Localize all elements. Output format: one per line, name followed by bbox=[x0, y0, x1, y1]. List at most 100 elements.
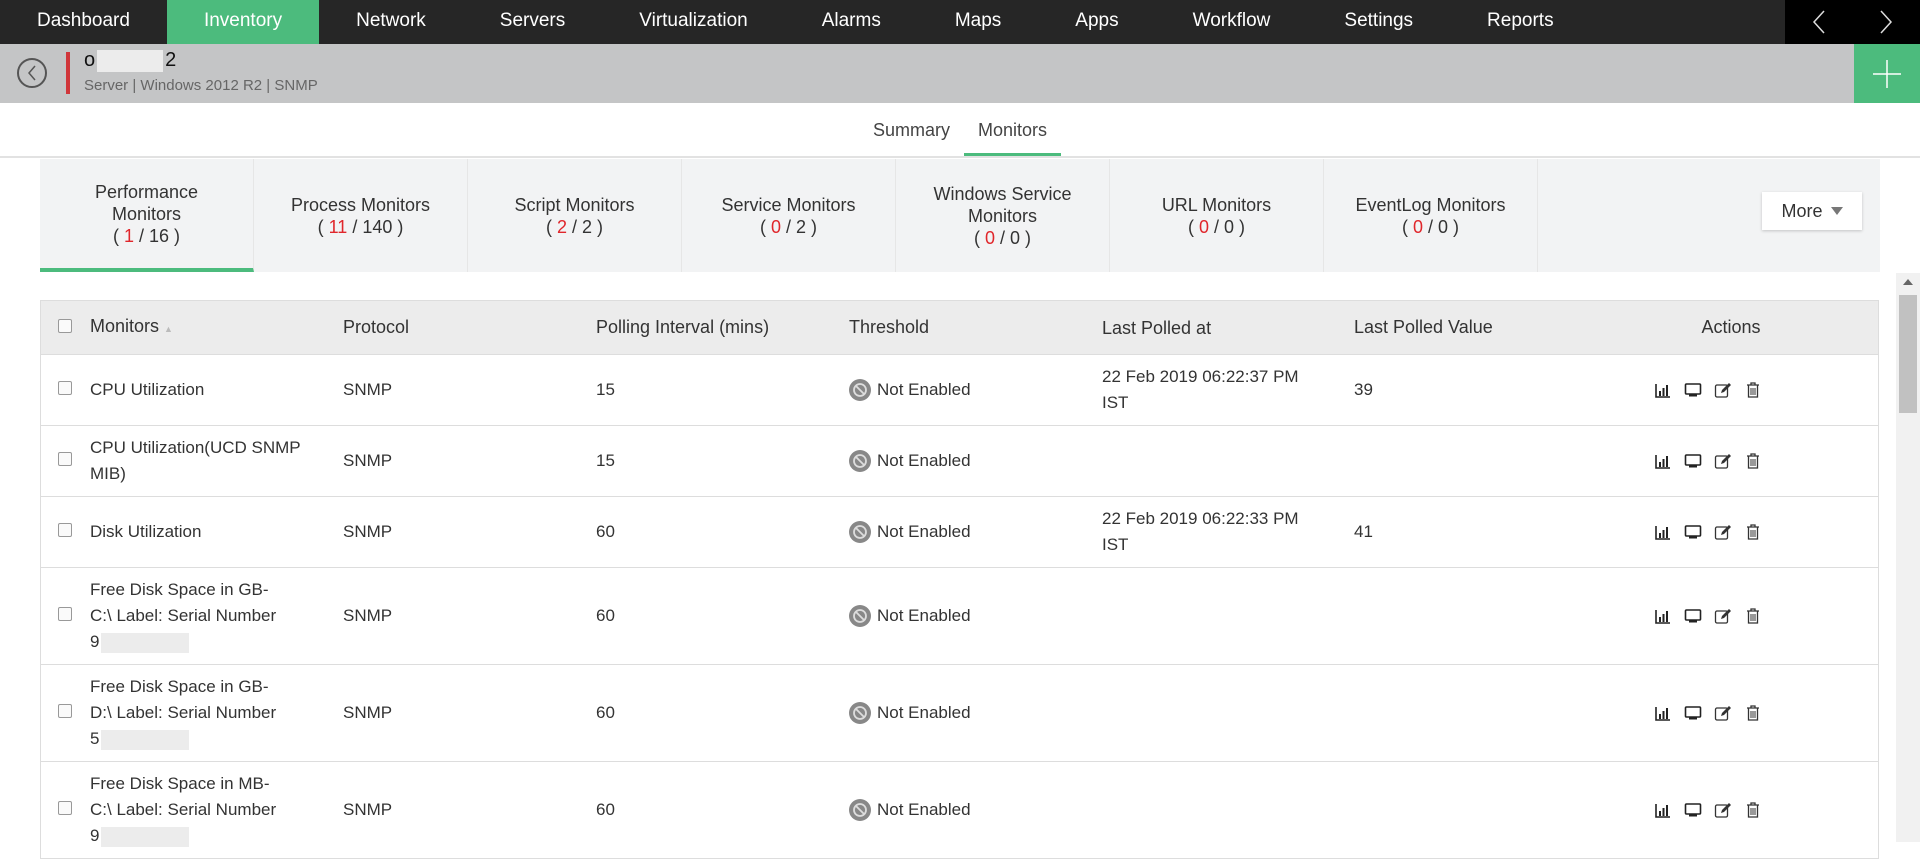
monitor-tab-count: ( 0 / 0 ) bbox=[973, 227, 1032, 248]
monitor-icon[interactable] bbox=[1684, 704, 1702, 722]
graph-icon[interactable] bbox=[1654, 452, 1672, 470]
total-count: 0 bbox=[1010, 227, 1021, 248]
col-last-polled-value: Last Polled Value bbox=[1354, 317, 1493, 337]
monitor-tab-4[interactable]: Windows Service Monitors( 0 / 0 ) bbox=[896, 159, 1110, 272]
redacted-block bbox=[101, 729, 190, 750]
disabled-icon bbox=[849, 605, 871, 627]
polling-interval: 60 bbox=[596, 800, 615, 819]
nav-settings[interactable]: Settings bbox=[1344, 10, 1414, 31]
monitor-tab-label: URL Monitors bbox=[1161, 194, 1272, 215]
monitor-name[interactable]: Free Disk Space in GB-D:\ Label: Serial … bbox=[90, 674, 343, 752]
monitor-tab-count: ( 1 / 16 ) bbox=[112, 225, 181, 246]
monitor-tab-count: ( 0 / 2 ) bbox=[759, 216, 818, 237]
nav-reports[interactable]: Reports bbox=[1487, 10, 1554, 31]
tab-summary[interactable]: Summary bbox=[872, 120, 950, 140]
edit-icon[interactable] bbox=[1714, 381, 1732, 399]
row-actions bbox=[1624, 801, 1878, 819]
edit-icon[interactable] bbox=[1714, 607, 1732, 625]
row-checkbox[interactable] bbox=[58, 523, 72, 537]
nav-servers[interactable]: Servers bbox=[499, 10, 566, 31]
more-dropdown[interactable]: More bbox=[1762, 192, 1862, 230]
monitor-icon[interactable] bbox=[1684, 523, 1702, 541]
protocol: SNMP bbox=[343, 606, 393, 625]
threshold-text: Not Enabled bbox=[877, 800, 971, 819]
threshold: Not Enabled bbox=[849, 605, 1102, 627]
monitor-icon[interactable] bbox=[1684, 381, 1702, 399]
graph-icon[interactable] bbox=[1654, 381, 1672, 399]
monitor-name[interactable]: Free Disk Space in GB-C:\ Label: Serial … bbox=[90, 577, 343, 655]
delete-icon[interactable] bbox=[1744, 381, 1762, 399]
edit-icon[interactable] bbox=[1714, 801, 1732, 819]
threshold-text: Not Enabled bbox=[877, 703, 971, 722]
tab-monitors[interactable]: Monitors bbox=[963, 103, 1062, 156]
row-checkbox[interactable] bbox=[58, 381, 72, 395]
monitor-tab-0[interactable]: Performance Monitors( 1 / 16 ) bbox=[40, 159, 254, 272]
delete-icon[interactable] bbox=[1744, 801, 1762, 819]
monitor-icon[interactable] bbox=[1684, 607, 1702, 625]
row-checkbox[interactable] bbox=[58, 704, 72, 718]
scrollbar[interactable] bbox=[1896, 273, 1920, 842]
nav-dashboard[interactable]: Dashboard bbox=[37, 10, 130, 31]
monitor-tab-label: Performance Monitors bbox=[94, 181, 199, 224]
row-actions bbox=[1624, 452, 1878, 470]
edit-icon[interactable] bbox=[1714, 523, 1732, 541]
table-row: CPU Utilization(UCD SNMP MIB) SNMP 15 No… bbox=[41, 426, 1878, 497]
nav-maps[interactable]: Maps bbox=[954, 10, 1002, 31]
monitor-tab-6[interactable]: EventLog Monitors( 0 / 0 ) bbox=[1324, 159, 1538, 272]
nav-virtualization[interactable]: Virtualization bbox=[639, 10, 748, 31]
monitor-name[interactable]: CPU Utilization(UCD SNMP MIB) bbox=[90, 435, 343, 487]
nav-apps[interactable]: Apps bbox=[1075, 10, 1119, 31]
row-checkbox[interactable] bbox=[58, 801, 72, 815]
nav-network[interactable]: Network bbox=[356, 10, 426, 31]
monitor-name[interactable]: Free Disk Space in MB-C:\ Label: Serial … bbox=[90, 771, 343, 849]
monitors-table: Monitors ▲ Protocol Polling Interval (mi… bbox=[40, 300, 1879, 859]
select-all-checkbox[interactable] bbox=[58, 319, 72, 333]
last-polled-at: 22 Feb 2019 06:22:37 PM IST bbox=[1102, 367, 1299, 412]
col-protocol: Protocol bbox=[343, 317, 410, 337]
graph-icon[interactable] bbox=[1654, 704, 1672, 722]
total-count: 2 bbox=[796, 216, 807, 237]
status-bar bbox=[66, 52, 70, 94]
threshold: Not Enabled bbox=[849, 799, 1102, 821]
monitor-tab-3[interactable]: Service Monitors( 0 / 2 ) bbox=[682, 159, 896, 272]
monitor-tab-count: ( 0 / 0 ) bbox=[1401, 216, 1460, 237]
col-threshold: Threshold bbox=[849, 317, 930, 337]
monitor-tab-1[interactable]: Process Monitors( 11 / 140 ) bbox=[254, 159, 468, 272]
delete-icon[interactable] bbox=[1744, 607, 1762, 625]
protocol: SNMP bbox=[343, 380, 393, 399]
nav-inventory[interactable]: Inventory bbox=[166, 0, 320, 44]
monitor-name[interactable]: CPU Utilization bbox=[90, 377, 343, 403]
threshold-text: Not Enabled bbox=[877, 451, 971, 470]
monitor-tab-label: Service Monitors bbox=[721, 194, 856, 215]
edit-icon[interactable] bbox=[1714, 452, 1732, 470]
threshold-text: Not Enabled bbox=[877, 522, 971, 541]
delete-icon[interactable] bbox=[1744, 523, 1762, 541]
col-monitors[interactable]: Monitors ▲ bbox=[90, 313, 343, 342]
add-button[interactable] bbox=[1854, 44, 1920, 103]
back-button[interactable] bbox=[17, 58, 47, 88]
top-nav: Dashboard Inventory Network Servers Virtuali… bbox=[0, 0, 1920, 44]
row-checkbox[interactable] bbox=[58, 607, 72, 621]
monitor-name[interactable]: Disk Utilization bbox=[90, 519, 343, 545]
monitor-icon[interactable] bbox=[1684, 801, 1702, 819]
chevron-left-icon[interactable] bbox=[1809, 9, 1829, 35]
edit-icon[interactable] bbox=[1714, 704, 1732, 722]
delete-icon[interactable] bbox=[1744, 452, 1762, 470]
delete-icon[interactable] bbox=[1744, 704, 1762, 722]
graph-icon[interactable] bbox=[1654, 607, 1672, 625]
monitor-name-text: Free Disk Space in MB-C:\ Label: Serial … bbox=[90, 774, 277, 819]
chevron-right-icon[interactable] bbox=[1876, 9, 1896, 35]
graph-icon[interactable] bbox=[1654, 523, 1672, 541]
nav-workflow[interactable]: Workflow bbox=[1192, 10, 1271, 31]
graph-icon[interactable] bbox=[1654, 801, 1672, 819]
table-row: CPU Utilization SNMP 15 Not Enabled 22 F… bbox=[41, 355, 1878, 426]
nav-alarms[interactable]: Alarms bbox=[821, 10, 881, 31]
monitor-tab-label: Script Monitors bbox=[514, 194, 635, 215]
row-checkbox[interactable] bbox=[58, 452, 72, 466]
total-count: 140 bbox=[362, 216, 393, 237]
monitor-icon[interactable] bbox=[1684, 452, 1702, 470]
scroll-up-icon[interactable] bbox=[1903, 279, 1913, 285]
monitor-tab-5[interactable]: URL Monitors( 0 / 0 ) bbox=[1110, 159, 1324, 272]
scrollbar-thumb[interactable] bbox=[1899, 295, 1917, 413]
monitor-tab-2[interactable]: Script Monitors( 2 / 2 ) bbox=[468, 159, 682, 272]
